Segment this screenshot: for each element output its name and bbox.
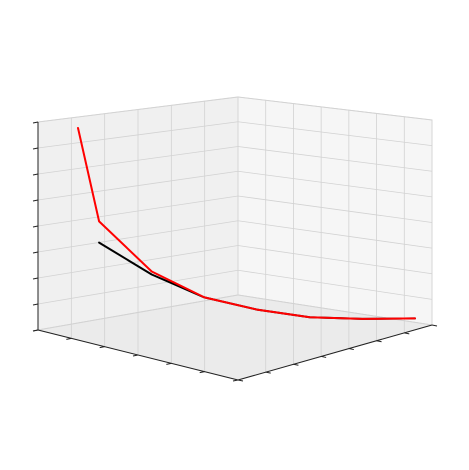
series-line-2 (77, 127, 416, 320)
x-axis-tick (199, 371, 205, 374)
y-axis-tick (293, 363, 299, 366)
y-axis-tick (431, 324, 438, 327)
z-axis-tick (32, 251, 39, 254)
z-axis-tick (32, 199, 39, 202)
z-axis-tick (32, 147, 39, 150)
x-axis-tick (99, 346, 105, 349)
back-pane-right (237, 96, 433, 326)
x-axis-tick (132, 354, 139, 357)
z-axis-tick (32, 225, 39, 228)
y-axis-tick (321, 355, 327, 358)
x-axis-tick (66, 337, 72, 340)
y-axis-line (237, 324, 433, 381)
y-axis-tick (265, 371, 271, 374)
grid-lines (37, 96, 433, 373)
z-axis-tick (32, 277, 39, 280)
y-axis-tick (376, 340, 382, 343)
x-axis-tick (232, 379, 239, 382)
x-axis-tick (32, 329, 39, 332)
y-axis-tick (404, 332, 410, 335)
z-axis-tick (32, 121, 39, 124)
series-group (77, 127, 416, 320)
axis-lines (32, 121, 438, 382)
z-axis-tick (32, 173, 39, 176)
y-axis-tick (348, 348, 354, 351)
y-axis-tick (237, 379, 244, 382)
z-axis-tick (32, 303, 39, 306)
x-axis-tick (166, 362, 172, 365)
